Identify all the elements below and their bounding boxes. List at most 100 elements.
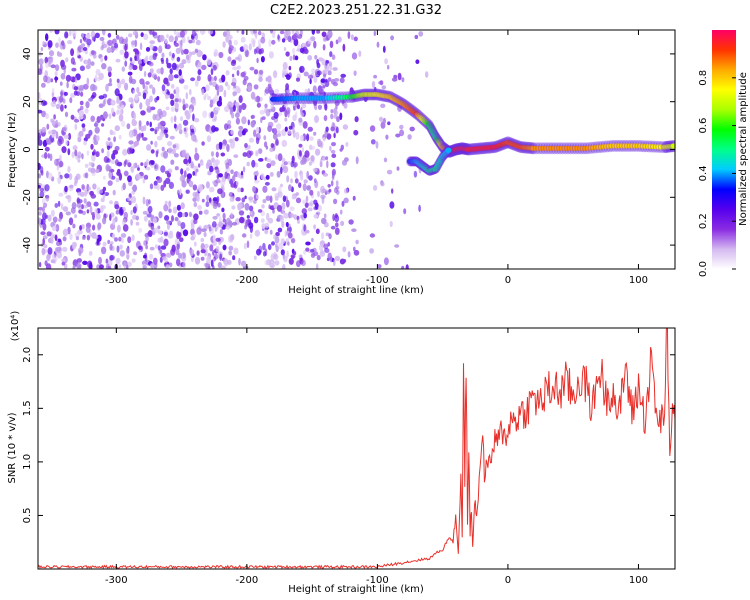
noise-speck [210, 68, 214, 76]
noise-speck [302, 121, 308, 129]
noise-speck [182, 98, 186, 106]
noise-speck [271, 241, 275, 246]
noise-speck [122, 148, 128, 156]
noise-speck [247, 119, 250, 126]
noise-speck [232, 221, 238, 226]
noise-speck [301, 147, 305, 153]
noise-speck [282, 165, 289, 174]
noise-speck [105, 83, 109, 92]
noise-speck [380, 181, 385, 187]
noise-speck [354, 116, 359, 123]
noise-speck [330, 162, 336, 168]
x-tick-label: 0 [505, 275, 511, 286]
noise-speck [156, 135, 163, 141]
noise-speck [246, 150, 252, 159]
noise-speck [171, 52, 175, 59]
noise-speck [202, 110, 208, 119]
noise-speck [244, 143, 248, 148]
noise-speck [157, 230, 163, 235]
noise-speck [132, 30, 138, 36]
noise-speck [283, 212, 289, 219]
noise-speck [84, 172, 89, 179]
noise-speck [288, 257, 294, 265]
noise-speck [171, 62, 177, 71]
noise-speck [347, 251, 351, 258]
noise-speck [89, 262, 93, 269]
noise-speck [55, 42, 59, 48]
noise-speck [329, 40, 334, 49]
noise-speck [219, 179, 226, 187]
noise-speck [300, 112, 305, 117]
noise-speck [138, 120, 142, 127]
noise-speck [188, 180, 194, 188]
noise-speck [98, 256, 102, 265]
colorbar-tick-label: 0.8 [698, 70, 709, 86]
noise-speck [236, 65, 241, 70]
noise-speck [342, 43, 346, 52]
noise-speck [306, 185, 312, 191]
noise-speck [241, 197, 246, 203]
noise-speck [119, 244, 123, 250]
spectrogram-y-ticks: -40 -20 0 20 40 [22, 48, 675, 253]
noise-speck [118, 114, 124, 122]
noise-speck [200, 237, 205, 243]
noise-speck [350, 34, 354, 41]
snr-frame [37, 327, 676, 570]
noise-speck [276, 170, 281, 178]
noise-speck [123, 211, 128, 220]
noise-speck [206, 58, 212, 66]
noise-speck [73, 86, 79, 91]
noise-speck [139, 42, 143, 51]
noise-speck [124, 51, 129, 59]
noise-speck [210, 111, 214, 119]
noise-speck [159, 249, 163, 254]
noise-speck [45, 62, 49, 69]
noise-speck [240, 36, 246, 43]
noise-speck [185, 112, 191, 120]
noise-speck [102, 93, 108, 99]
noise-speck [197, 205, 203, 210]
noise-speck [386, 169, 393, 175]
noise-speck [303, 212, 308, 219]
noise-speck [171, 148, 176, 155]
noise-speck [61, 246, 68, 252]
noise-speck [299, 47, 305, 54]
noise-speck [128, 64, 133, 71]
noise-speck [218, 95, 222, 104]
noise-speck [68, 173, 73, 181]
noise-speck [186, 173, 192, 179]
noise-speck [43, 244, 48, 249]
noise-speck [152, 217, 157, 224]
noise-speck [110, 45, 115, 53]
noise-speck [60, 91, 63, 97]
noise-speck [146, 120, 150, 126]
noise-speck [167, 147, 173, 155]
noise-speck [385, 134, 389, 140]
noise-speck [201, 141, 205, 146]
noise-speck [109, 243, 113, 251]
noise-speck [175, 31, 181, 37]
noise-speck [76, 188, 82, 193]
noise-speck [330, 149, 336, 154]
noise-speck [89, 205, 93, 214]
noise-speck [38, 262, 42, 268]
noise-speck [70, 48, 75, 57]
noise-speck [58, 160, 64, 168]
noise-speck [299, 65, 305, 73]
noise-speck [74, 175, 79, 184]
noise-speck [170, 106, 175, 112]
noise-speck [370, 139, 376, 145]
y-tick-label: 40 [22, 48, 33, 61]
noise-speck [184, 103, 189, 109]
noise-speck [81, 153, 84, 160]
noise-speck [169, 93, 175, 100]
snr-series-line [38, 328, 675, 569]
noise-speck [228, 47, 232, 55]
noise-speck [243, 44, 249, 51]
branch-point [445, 147, 452, 153]
noise-speck [264, 229, 269, 235]
noise-speck [284, 117, 288, 122]
noise-speck [108, 71, 112, 78]
noise-speck [90, 83, 96, 92]
noise-speck [171, 215, 174, 222]
